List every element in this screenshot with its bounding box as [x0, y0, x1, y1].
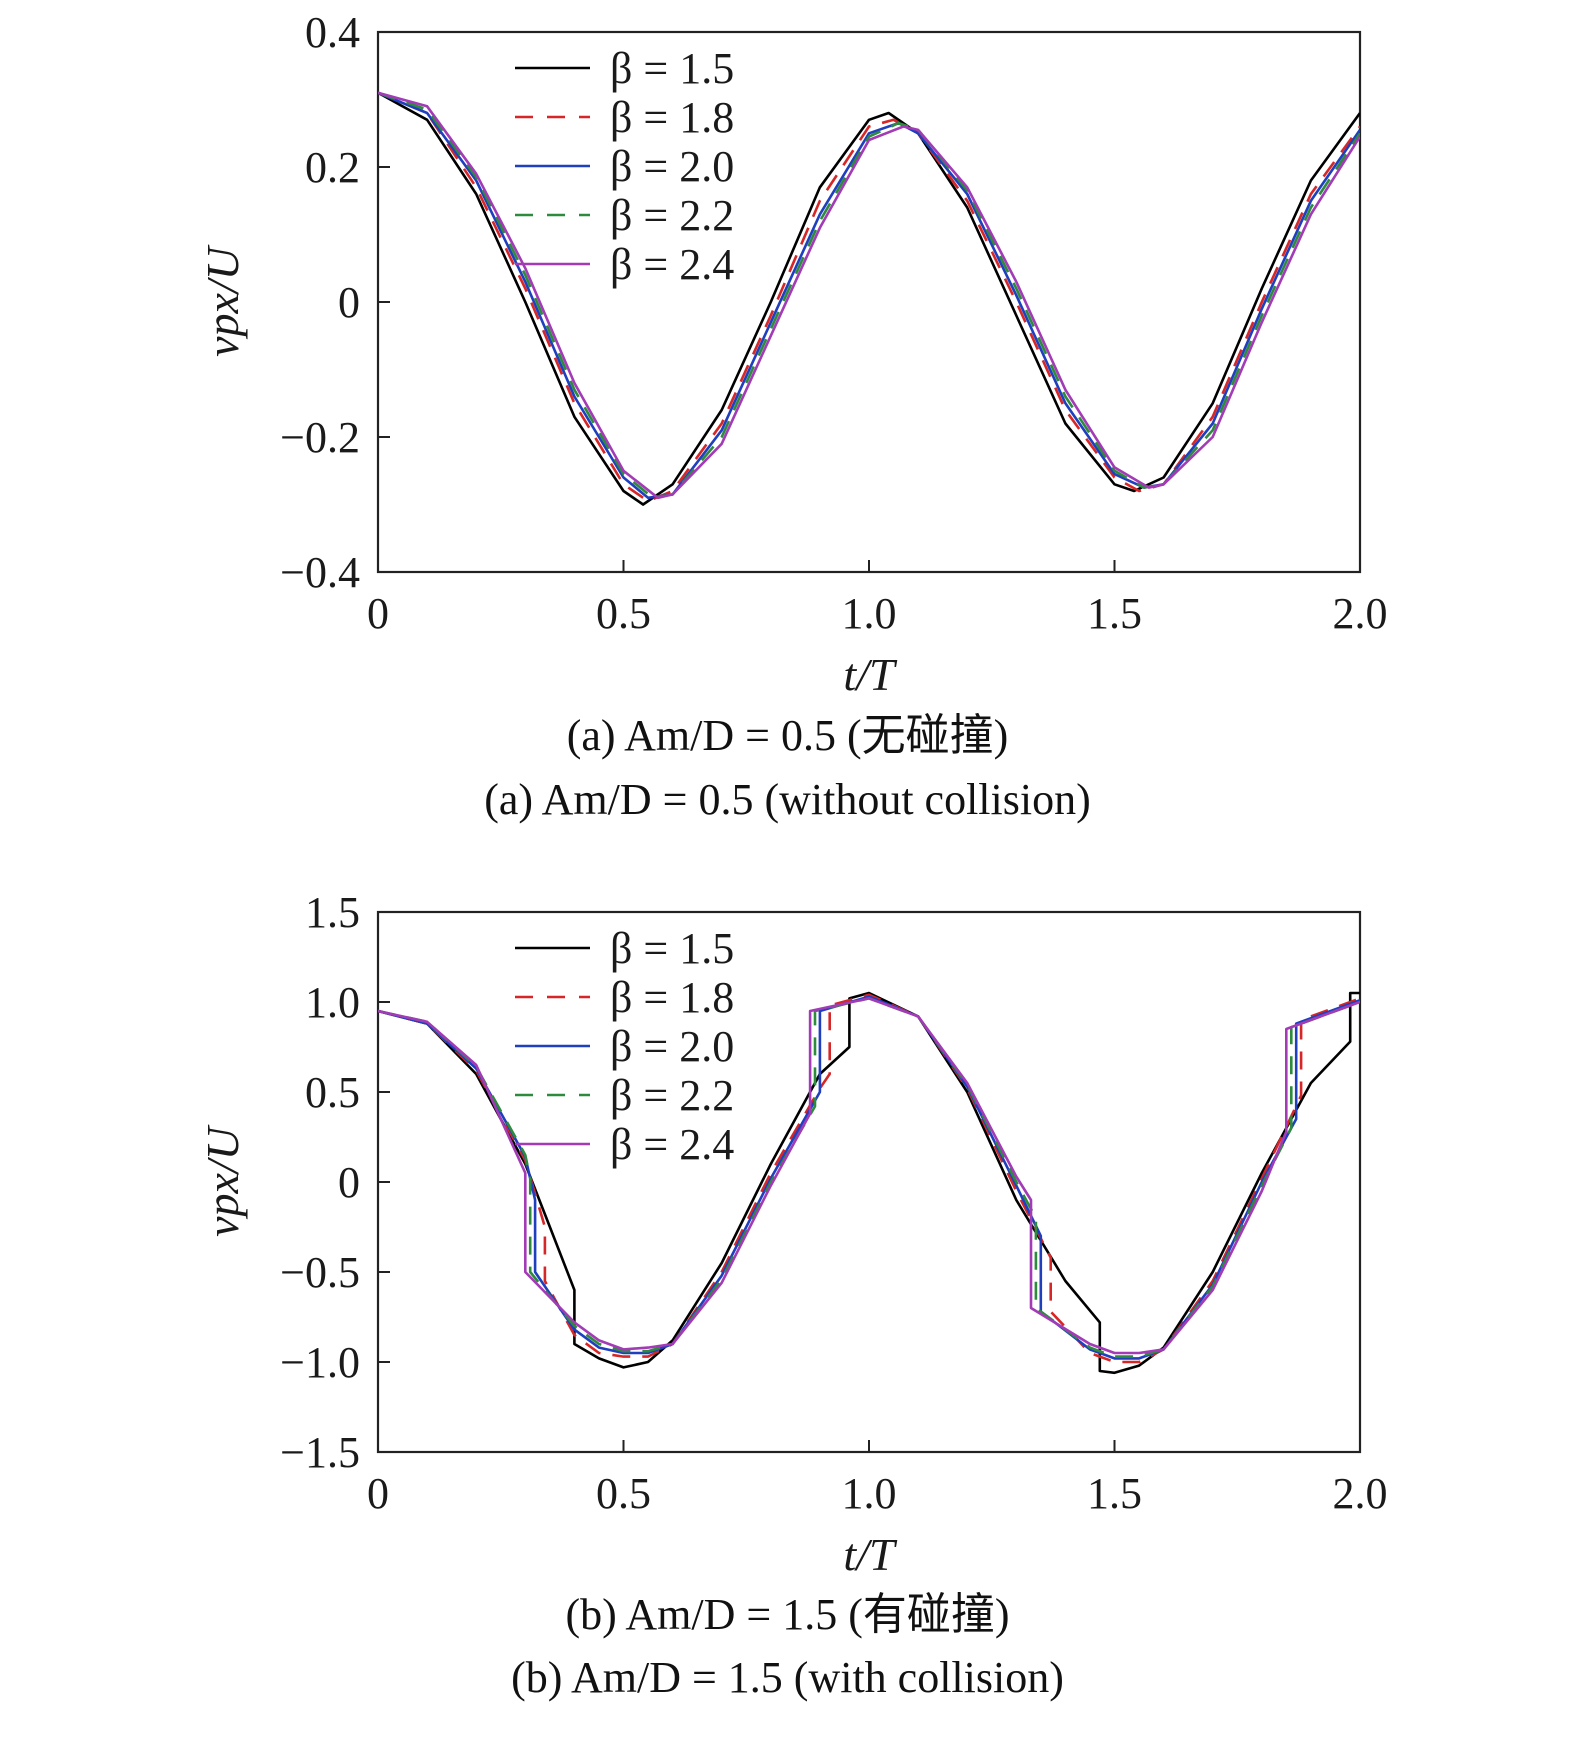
y-axis-title: vpx/U: [197, 244, 248, 357]
x-tick-label: 1.5: [1087, 1469, 1142, 1518]
legend-label-3: β = 2.2: [610, 1071, 734, 1120]
series-line-4: [378, 91, 1360, 500]
y-tick-label: −1.0: [280, 1338, 360, 1387]
x-tick-label: 2.0: [1333, 1469, 1388, 1518]
x-tick-label: 1.5: [1087, 589, 1142, 638]
chart-a-svg: 0 0.5 1.0 1.5 2.0 −0.4 −0.2 0 0.2 0.4 t/T vpx/U β = …: [197, 8, 1388, 700]
legend-label-4: β = 2.4: [610, 240, 734, 289]
series-line-4: [378, 997, 1360, 1355]
x-tick-label: 2.0: [1333, 589, 1388, 638]
legend-label-2: β = 2.0: [610, 1022, 734, 1071]
y-tick-label: −0.5: [280, 1248, 360, 1297]
y-tick-label: 1.5: [305, 888, 360, 937]
x-axis-title: t/T: [843, 1529, 898, 1580]
chart-panel-b: 0 0.5 1.0 1.5 2.0 −1.5 −1.0 −0.5 0 0.5 1.0 1.5 t/T vp…: [0, 880, 1575, 1740]
x-tick-label: 0.5: [596, 1469, 651, 1518]
legend-label-1: β = 1.8: [610, 93, 734, 142]
chart-panel-a: 0 0.5 1.0 1.5 2.0 −0.4 −0.2 0 0.2 0.4 t/T vpx/U β = …: [0, 0, 1575, 860]
x-axis-title: t/T: [843, 649, 898, 700]
chart-b-svg: 0 0.5 1.0 1.5 2.0 −1.5 −1.0 −0.5 0 0.5 1.0 1.5 t/T vp…: [197, 888, 1388, 1580]
legend-label-4: β = 2.4: [610, 1120, 734, 1169]
y-tick-label: 0.2: [305, 143, 360, 192]
series-line-0: [378, 991, 1360, 1375]
y-tick-label: 0.4: [305, 8, 360, 57]
legend-label-1: β = 1.8: [610, 973, 734, 1022]
caption-a-en: (a) Am/D = 0.5 (without collision): [484, 775, 1091, 824]
series-line-1: [378, 91, 1360, 503]
x-tick-label: 1.0: [842, 589, 897, 638]
y-tick-label: −0.2: [280, 413, 360, 462]
legend-label-2: β = 2.0: [610, 142, 734, 191]
legend-label-0: β = 1.5: [610, 44, 734, 93]
y-tick-label: 0: [338, 278, 360, 327]
legend-label-3: β = 2.2: [610, 191, 734, 240]
caption-a-cn: (a) Am/D = 0.5 (无碰撞): [566, 711, 1009, 760]
caption-b-cn: (b) Am/D = 1.5 (有碰撞): [565, 1590, 1010, 1639]
x-tick-label: 1.0: [842, 1469, 897, 1518]
x-tick-label: 0.5: [596, 589, 651, 638]
y-tick-label: 0: [338, 1158, 360, 1207]
x-tick-label: 0: [367, 589, 389, 638]
y-axis-title: vpx/U: [197, 1124, 248, 1237]
y-tick-label: −1.5: [280, 1428, 360, 1477]
series-line-0: [378, 91, 1360, 506]
y-tick-label: 0.5: [305, 1068, 360, 1117]
legend-label-0: β = 1.5: [610, 924, 734, 973]
caption-b-en: (b) Am/D = 1.5 (with collision): [511, 1653, 1064, 1702]
y-tick-label: −0.4: [280, 548, 360, 597]
x-tick-label: 0: [367, 1469, 389, 1518]
y-tick-label: 1.0: [305, 978, 360, 1027]
